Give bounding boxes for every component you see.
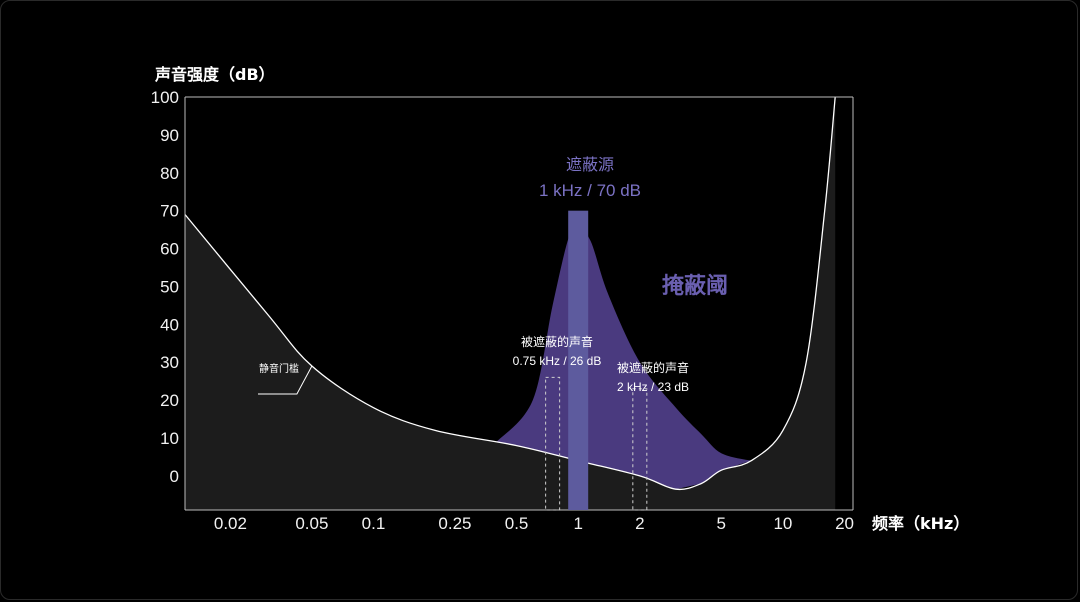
y-tick-label: 30 [160, 353, 179, 372]
masked-sound-2-label: 被遮蔽的声音 [617, 360, 689, 375]
x-tick-label: 2 [635, 514, 644, 533]
y-axis-title: 声音强度（dB） [154, 65, 275, 84]
y-tick-label: 60 [160, 240, 179, 259]
masking-threshold-area [496, 228, 752, 490]
y-tick-label: 100 [151, 88, 179, 107]
y-tick-label: 70 [160, 202, 179, 221]
masker-bar [568, 210, 589, 510]
y-tick-label: 80 [160, 164, 179, 183]
area-layer [184, 96, 836, 510]
x-tick-label: 0.05 [295, 514, 328, 533]
x-axis-title: 频率（kHz） [872, 514, 969, 533]
y-tick-label: 40 [160, 315, 179, 334]
x-tick-label: 0.25 [438, 514, 471, 533]
x-tick-label: 1 [573, 514, 582, 533]
masked-sound-1-box [545, 376, 561, 511]
quiet-threshold-curve [184, 96, 836, 491]
quiet-threshold-leader [258, 365, 313, 395]
y-tick-label: 20 [160, 391, 179, 410]
masked-sound-1-label: 被遮蔽的声音 [521, 334, 593, 349]
y-tick-label: 50 [160, 277, 179, 296]
marks-layer [258, 210, 648, 511]
y-tick-label: 90 [160, 126, 179, 145]
x-tick-label: 0.1 [362, 514, 386, 533]
x-tick-label: 5 [717, 514, 726, 533]
quiet-threshold-area [185, 97, 836, 510]
x-tick-label: 20 [835, 514, 854, 533]
quiet-threshold-label: 静音门槛 [259, 362, 299, 375]
axes-layer [184, 96, 854, 511]
x-tick-label: 0.02 [214, 514, 247, 533]
x-tick-label: 0.5 [505, 514, 529, 533]
masker-label: 遮蔽源 [566, 155, 614, 174]
masking-threshold-label: 掩蔽阈 [662, 273, 728, 299]
x-tick-label: 10 [773, 514, 792, 533]
masker-value-label: 1 kHz / 70 dB [539, 181, 641, 200]
masked-sound-2-box [632, 388, 648, 511]
masked-sound-2-value: 2 kHz / 23 dB [617, 380, 689, 394]
y-tick-label: 10 [160, 429, 179, 448]
y-tick-label: 0 [170, 467, 179, 486]
masked-sound-1-value: 0.75 kHz / 26 dB [513, 354, 602, 368]
